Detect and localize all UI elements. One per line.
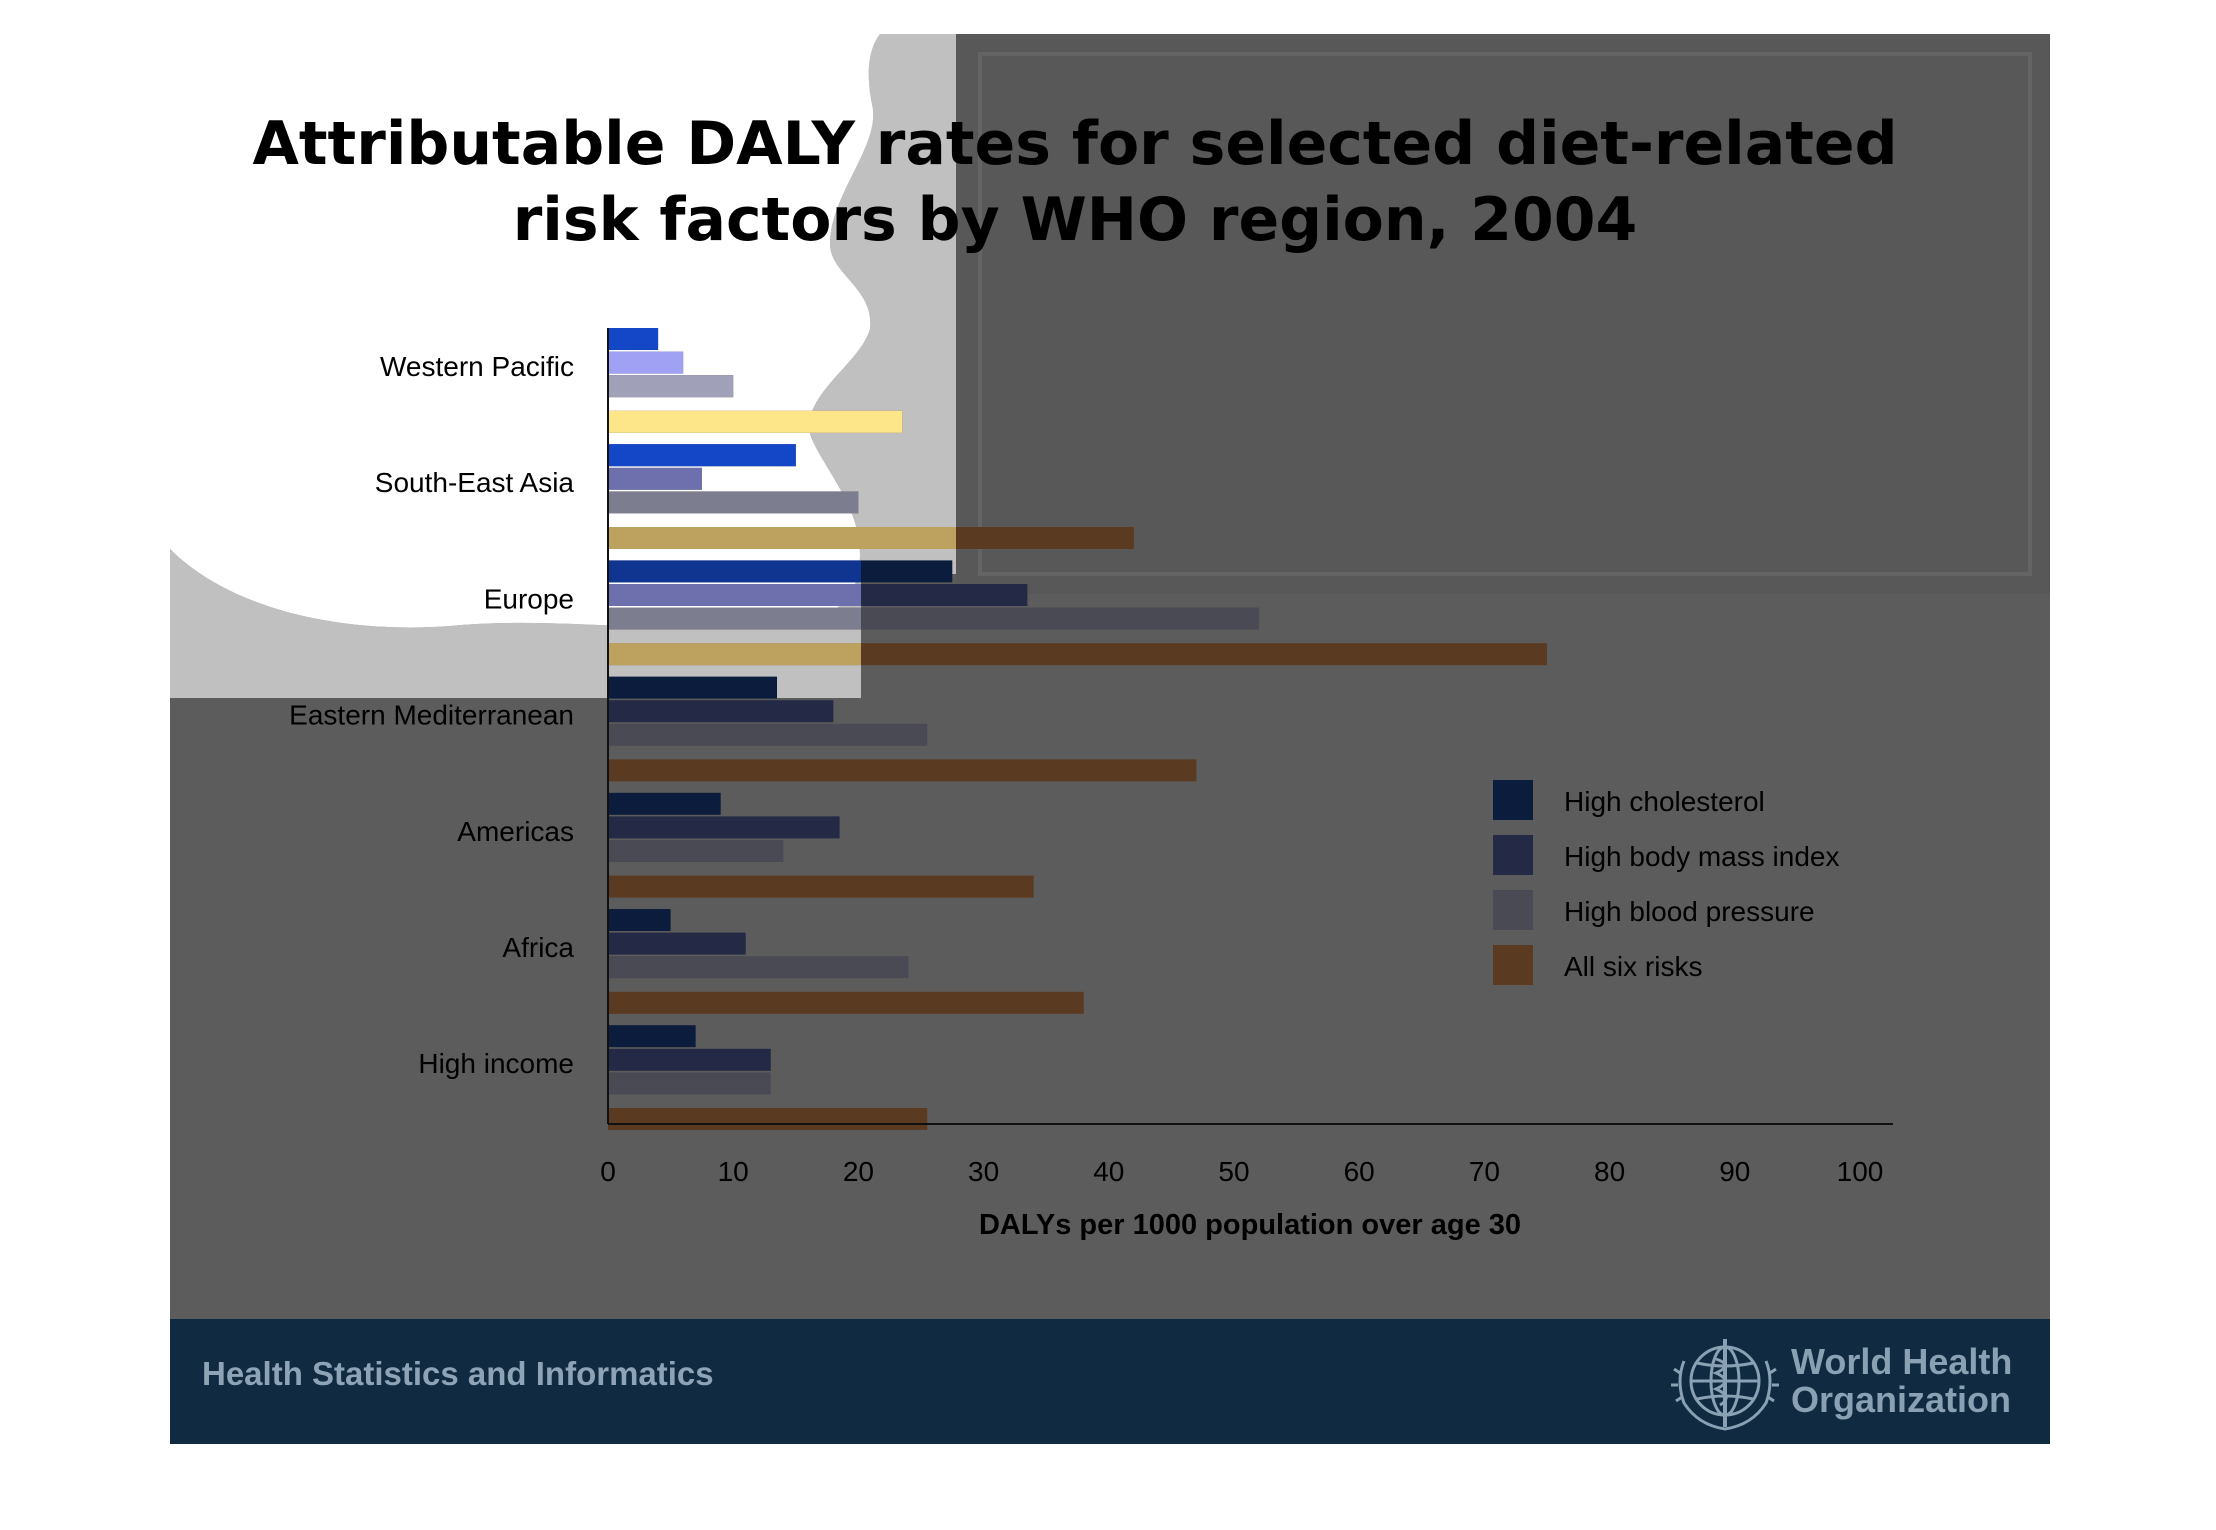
x-tick-label: 90 [1719,1156,1750,1187]
legend: High cholesterol High body mass index High… [1493,780,1839,985]
slide-background [170,34,2050,1444]
bar-highlight-south-east-asia-3 [608,527,956,549]
x-tick-label: 10 [718,1156,749,1187]
who-name-line-1: World Health [1791,1341,2013,1382]
legend-label: High blood pressure [1564,896,1815,927]
bar-highlight-western-pacific-1 [608,351,684,374]
category-label: South-East Asia [375,467,575,498]
x-tick-label: 30 [968,1156,999,1187]
map-frame [978,52,2032,576]
who-name: World Health Organization [1791,1343,2012,1419]
bar-africa-all-six-risks [608,991,1084,1014]
bar-high-income-all-six-risks [608,1108,928,1130]
bar-highlight-europe-2 [608,607,861,630]
slide-title: Attributable DALY rates for selected die… [170,106,1980,258]
legend-label: High body mass index [1564,841,1839,872]
footer-text: Health Statistics and Informatics [202,1355,714,1392]
bar-eastern-mediterranean-high-cholesterol [608,676,778,699]
category-label: Africa [502,932,574,963]
bar-africa-high-blood-pressure [608,956,909,979]
x-tick-label: 40 [1093,1156,1124,1187]
bar-highlight-western-pacific-2 [608,375,734,398]
bar-americas-high-body-mass-index [608,816,840,839]
bar-americas-all-six-risks [608,875,1034,898]
bar-high-income-high-cholesterol [608,1025,696,1048]
who-name-line-2: Organization [1791,1379,2012,1420]
category-labels: Western Pacific South-East Asia Europe East… [289,351,574,1079]
bar-high-income-high-blood-pressure [608,1072,771,1095]
category-label: Europe [484,583,574,614]
slide: Attributable DALY rates for selected die… [170,34,2050,1444]
who-logo: World Health Organization [1670,1331,2030,1437]
x-tick-label: 80 [1594,1156,1625,1187]
bar-eastern-mediterranean-high-blood-pressure [608,723,928,746]
legend-swatch [1493,780,1533,820]
x-tick-label: 100 [1837,1156,1884,1187]
x-tick-labels: 0 10 20 30 40 50 60 70 80 90 100 [600,1156,1883,1187]
highlight-overlay-layer [608,328,956,666]
title-line-2: risk factors by WHO region, 2004 [512,185,1638,255]
legend-swatch [1493,945,1533,985]
bar-highlight-south-east-asia-0 [608,444,796,467]
legend-label: All six risks [1564,951,1702,982]
x-tick-label: 60 [1344,1156,1375,1187]
bar-highlight-western-pacific-3 [608,410,903,433]
bar-africa-high-body-mass-index [608,932,746,955]
bar-highlight-europe-0 [608,560,861,583]
bar-highlight-europe-3 [608,643,861,666]
bar-highlight-south-east-asia-2 [608,491,859,514]
category-label: Eastern Mediterranean [289,700,574,731]
x-tick-label: 0 [600,1156,616,1187]
x-tick-label: 20 [843,1156,874,1187]
legend-label: High cholesterol [1564,786,1765,817]
bar-high-income-high-body-mass-index [608,1048,771,1071]
light-cutout-region [170,34,956,698]
title-line-1: Attributable DALY rates for selected die… [252,109,1898,179]
bar-eastern-mediterranean-all-six-risks [608,759,1197,782]
bar-eastern-mediterranean-high-body-mass-index [608,700,834,723]
bar-highlight-south-east-asia-1 [608,467,702,490]
bar-highlight-europe-1 [608,584,861,606]
category-label: Americas [457,816,574,847]
who-emblem-icon [1671,1339,1779,1431]
x-tick-label: 50 [1218,1156,1249,1187]
category-label: Western Pacific [380,351,574,382]
footer-bar: Health Statistics and Informatics World … [170,1319,2050,1444]
x-tick-label: 70 [1469,1156,1500,1187]
bar-americas-high-blood-pressure [608,840,784,862]
world-map-panel [956,34,2050,594]
category-label: High income [418,1048,574,1079]
legend-swatch [1493,890,1533,930]
bar-chart: Western Pacific South-East Asia Europe East… [289,328,1893,1241]
bar-highlight-western-pacific-0 [608,328,659,350]
x-axis-label: DALYs per 1000 population over age 30 [979,1209,1521,1241]
legend-swatch [1493,835,1533,875]
white-sheet [170,34,880,630]
bar-americas-high-cholesterol [608,792,721,815]
bar-africa-high-cholesterol [608,909,671,931]
